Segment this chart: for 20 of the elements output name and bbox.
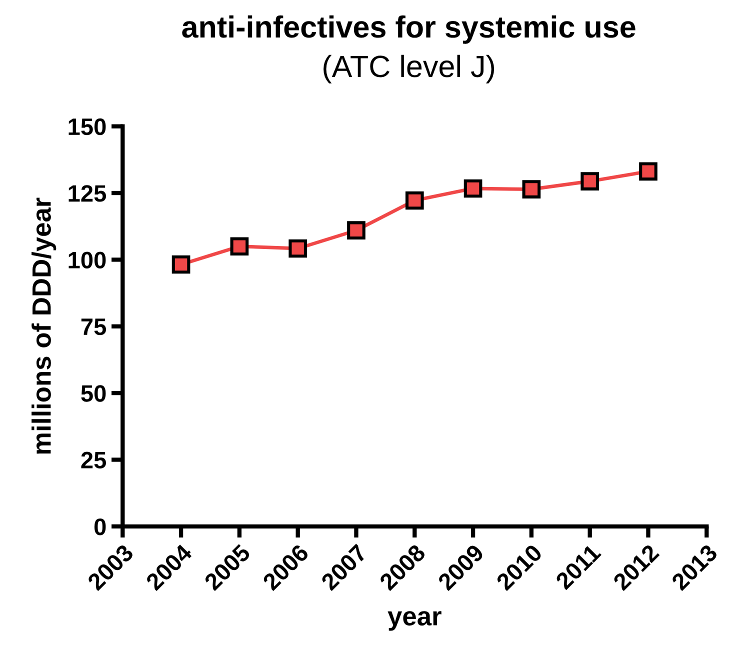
chart-title: anti-infectives for systemic use	[182, 15, 636, 44]
x-axis-title: year	[388, 611, 442, 631]
point	[405, 191, 424, 210]
y-tick-label: 25	[81, 452, 106, 469]
y-tick-label: 125	[68, 185, 106, 202]
point	[580, 172, 600, 190]
point	[288, 239, 308, 258]
y-axis-title: millions of DDD/year	[32, 198, 56, 454]
y-tick-label: 100	[68, 252, 106, 268]
point	[639, 162, 658, 181]
point	[230, 237, 249, 256]
point	[522, 180, 541, 198]
point	[172, 255, 190, 274]
y-tick-label: 75	[81, 318, 106, 336]
y-tick-label: 0	[94, 518, 106, 536]
point	[464, 179, 482, 198]
point	[347, 221, 366, 240]
y-tick-label: 150	[68, 118, 106, 136]
chart-subtitle: (ATC level J)	[324, 54, 494, 84]
y-tick-label: 50	[81, 385, 106, 402]
